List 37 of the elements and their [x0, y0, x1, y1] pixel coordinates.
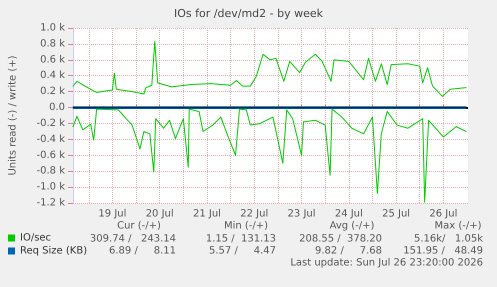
x-tick-label: 26 Jul [429, 208, 458, 220]
y-tick-label: 0.6 k [40, 54, 66, 66]
x-tick-label: 21 Jul [192, 208, 221, 220]
x-tick-label: 19 Jul [98, 208, 126, 220]
y-tick-label: -0.4 k [36, 134, 66, 145]
y-tick-label: -0.2 k [36, 118, 66, 129]
text: Cur (-/+) [117, 220, 161, 232]
y-axis-title: Units read (-) / write (+) [8, 55, 18, 176]
y-tick-label: 0.2 k [40, 86, 66, 98]
y-tick-label: 0.0 [49, 102, 65, 114]
chart-title: IOs for /dev/md2 - by week [174, 7, 324, 20]
y-tick-label: -0.6 k [36, 150, 66, 161]
text: Min (-/+) [224, 220, 268, 232]
y-tick-label: 0.4 k [40, 70, 66, 82]
text: 1.15 / 131.13 [206, 234, 276, 244]
text: 9.82 / 7.68 [315, 246, 382, 256]
x-tick-label: 25 Jul [382, 208, 410, 220]
legend-label: Req Size (KB) [20, 246, 88, 256]
legend-label: IO/sec [20, 232, 52, 244]
text: 309.74 / 243.14 [90, 234, 176, 244]
text: 208.55 / 378.20 [299, 234, 382, 244]
text: 151.95 / 48.49 [403, 246, 483, 256]
text: 6.89 / 8.11 [109, 246, 176, 256]
y-tick-label: 1.0 k [40, 22, 66, 34]
text: 5.16k/ 1.05k [414, 234, 484, 244]
x-tick-label: 23 Jul [288, 208, 316, 220]
x-tick-label: 20 Jul [146, 208, 174, 220]
text: Avg (-/+) [330, 220, 375, 232]
text: Max (-/+) [434, 220, 482, 232]
y-tick-label: -1.0 k [36, 182, 66, 193]
x-tick-label: 22 Jul [240, 208, 268, 220]
text: Last update: Sun Jul 26 23:20:00 2026 [290, 258, 483, 268]
text: 5.57 / 4.47 [209, 246, 276, 256]
x-tick-label: 24 Jul [334, 208, 363, 220]
y-tick-label: -1.2 k [36, 198, 66, 208]
y-tick-label: 0.8 k [40, 38, 66, 50]
y-tick-label: -0.8 k [36, 166, 66, 177]
